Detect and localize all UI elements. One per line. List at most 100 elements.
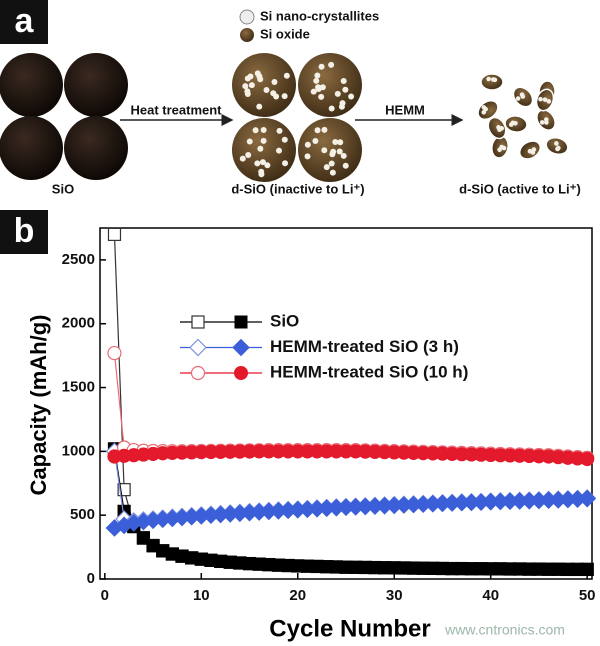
nano-crystal (313, 77, 320, 84)
nano-crystal (244, 91, 251, 98)
nano-crystal (244, 75, 251, 82)
filled-marker (578, 489, 597, 508)
nano-crystal (276, 127, 283, 134)
watermark: www.cntronics.com (444, 622, 565, 638)
nano-crystal (336, 148, 343, 155)
legend-icon (240, 28, 254, 42)
nano-crystal (256, 103, 263, 110)
nano-crystal (259, 159, 266, 166)
particle (64, 116, 128, 180)
y-tick-label: 1000 (62, 442, 95, 459)
nano-crystal (339, 100, 346, 107)
y-tick-label: 0 (87, 570, 95, 587)
nano-crystal (314, 72, 321, 79)
nano-crystal (481, 105, 487, 110)
nano-crystal (254, 70, 261, 77)
nano-crystal (542, 97, 548, 102)
nano-crystal (508, 122, 514, 127)
legend-marker (234, 315, 248, 329)
legend-marker (191, 315, 205, 329)
x-tick-label: 50 (579, 587, 596, 604)
y-tick-label: 2500 (62, 251, 95, 268)
nano-crystal (342, 86, 349, 93)
legend-text: Si oxide (260, 26, 310, 41)
x-axis-label: Cycle Number (269, 615, 430, 642)
nano-crystal (321, 147, 328, 154)
nano-crystal (319, 84, 326, 91)
nano-crystal (248, 82, 255, 89)
nano-crystal (304, 153, 311, 160)
nano-crystal (497, 127, 502, 132)
panel-label-box (0, 0, 48, 44)
legend-text: Si nano-crystallites (260, 8, 379, 23)
nano-crystal (329, 169, 336, 176)
stage-label: d-SiO (inactive to Li⁺) (231, 181, 364, 196)
nano-crystal (264, 162, 271, 169)
nano-crystal (340, 78, 347, 85)
nano-crystal (513, 120, 518, 126)
nano-crystal (263, 87, 270, 94)
stage-label: SiO (52, 181, 74, 196)
nano-crystal (282, 160, 289, 167)
nano-crystal (304, 141, 311, 148)
legend-label: SiO (270, 311, 299, 330)
x-tick-label: 10 (193, 587, 210, 604)
d-sio-fragments (477, 73, 569, 160)
nano-crystal (556, 145, 561, 151)
x-tick-label: 0 (101, 587, 109, 604)
d-sio-particles (232, 53, 362, 182)
nano-crystal (314, 127, 321, 134)
nano-crystal (481, 109, 487, 115)
nano-crystal (252, 127, 259, 134)
nano-crystal (520, 94, 526, 99)
nano-crystal (260, 137, 267, 144)
panel-a: a Si nano-crystallites Si oxide Heat tre… (0, 0, 581, 196)
nano-crystal (330, 148, 337, 155)
nano-crystal (323, 164, 330, 171)
fragment (480, 73, 504, 91)
nano-crystal (312, 138, 319, 145)
nano-crystal (328, 160, 335, 167)
nano-crystal (530, 150, 536, 155)
filled-marker (580, 562, 594, 577)
nano-crystal (486, 76, 491, 82)
y-tick-label: 500 (70, 506, 95, 523)
nano-crystal (257, 145, 264, 152)
nano-crystal (328, 61, 335, 68)
fragment (545, 136, 569, 156)
nano-crystal (273, 93, 280, 100)
nano-crystal (348, 93, 355, 100)
nano-crystal (332, 139, 339, 146)
x-tick-label: 40 (482, 587, 499, 604)
panel-label: b (14, 212, 35, 250)
nano-crystal (497, 147, 502, 153)
nano-crystal (539, 120, 545, 125)
nano-crystal (281, 93, 288, 100)
nano-crystal (283, 72, 290, 79)
particle (64, 53, 128, 117)
legend-label: HEMM-treated SiO (10 h) (270, 362, 468, 381)
nano-crystal (554, 141, 559, 146)
open-marker (107, 227, 122, 241)
arrow-label: HEMM (385, 102, 425, 117)
nano-crystal (501, 145, 507, 151)
nano-crystal (271, 79, 278, 86)
nano-crystal (318, 63, 325, 70)
nano-crystal (328, 105, 335, 112)
arrow-label: Heat treatment (130, 102, 222, 117)
particle (298, 53, 362, 117)
nano-crystal (246, 138, 253, 145)
x-tick-label: 30 (386, 587, 403, 604)
nano-crystal (490, 77, 496, 82)
legend-marker (190, 365, 206, 381)
panel-label-box (0, 210, 48, 254)
nano-crystal (538, 96, 543, 102)
y-axis-label: Capacity (mAh/g) (26, 315, 51, 496)
legend-marker (189, 338, 207, 357)
x-tick-label: 20 (289, 587, 306, 604)
open-marker (107, 345, 122, 361)
particle (0, 116, 63, 180)
plot-frame (99, 227, 593, 580)
nano-crystal (543, 117, 549, 122)
nano-crystal (340, 152, 347, 159)
